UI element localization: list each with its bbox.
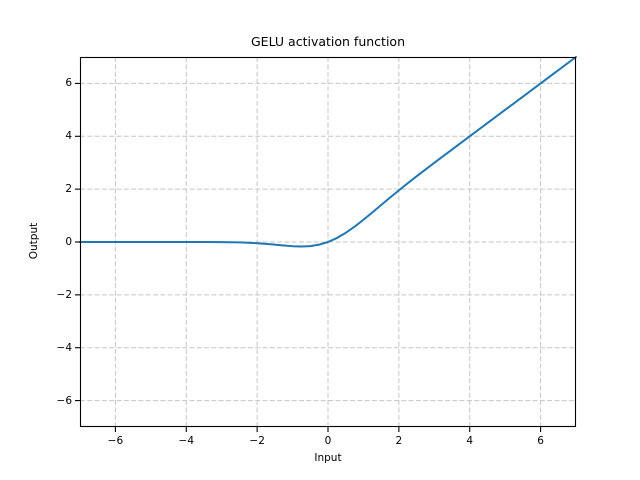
x-tick-label: −6 — [107, 435, 124, 447]
x-tick-label: 0 — [324, 435, 332, 447]
x-tick-label: 4 — [466, 435, 474, 447]
axes-frame — [79, 56, 577, 428]
plot-area — [75, 56, 577, 432]
y-tick-label: −2 — [56, 288, 72, 301]
x-tick-label: 6 — [537, 435, 544, 447]
gelu-line-chart — [75, 56, 577, 432]
x-axis-label: Input — [314, 452, 342, 464]
x-tick-labels: −6 −4 −2 0 2 4 6 — [80, 434, 576, 448]
y-tick-label: −6 — [56, 394, 72, 407]
y-tick-labels: −6 −4 −2 0 2 4 6 — [0, 57, 72, 427]
y-tick-label: 4 — [65, 130, 72, 143]
chart-title: GELU activation function — [251, 34, 405, 49]
x-tick-label: −4 — [178, 435, 195, 447]
y-tick-label: 0 — [65, 236, 72, 248]
y-tick-label: 2 — [65, 183, 72, 196]
series-gelu — [79, 56, 577, 248]
x-tick-label: −2 — [249, 435, 265, 447]
y-tick-label: 6 — [65, 77, 72, 90]
x-tick-label: 2 — [395, 435, 403, 447]
y-tick-label: −4 — [56, 341, 72, 354]
